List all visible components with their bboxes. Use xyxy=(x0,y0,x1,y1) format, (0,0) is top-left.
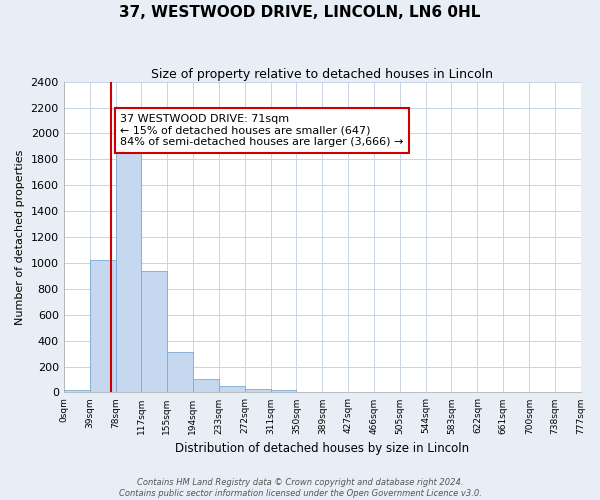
Bar xyxy=(218,386,245,392)
Bar xyxy=(167,352,193,393)
Text: 37, WESTWOOD DRIVE, LINCOLN, LN6 0HL: 37, WESTWOOD DRIVE, LINCOLN, LN6 0HL xyxy=(119,5,481,20)
Title: Size of property relative to detached houses in Lincoln: Size of property relative to detached ho… xyxy=(151,68,493,80)
Bar xyxy=(271,390,296,392)
Text: 37 WESTWOOD DRIVE: 71sqm
← 15% of detached houses are smaller (647)
84% of semi-: 37 WESTWOOD DRIVE: 71sqm ← 15% of detach… xyxy=(120,114,404,147)
Bar xyxy=(142,272,167,392)
Bar xyxy=(245,388,271,392)
Bar xyxy=(116,146,142,392)
Bar xyxy=(193,379,218,392)
Bar xyxy=(89,260,116,392)
Text: Contains HM Land Registry data © Crown copyright and database right 2024.
Contai: Contains HM Land Registry data © Crown c… xyxy=(119,478,481,498)
Bar xyxy=(64,390,89,392)
X-axis label: Distribution of detached houses by size in Lincoln: Distribution of detached houses by size … xyxy=(175,442,469,455)
Y-axis label: Number of detached properties: Number of detached properties xyxy=(15,150,25,324)
